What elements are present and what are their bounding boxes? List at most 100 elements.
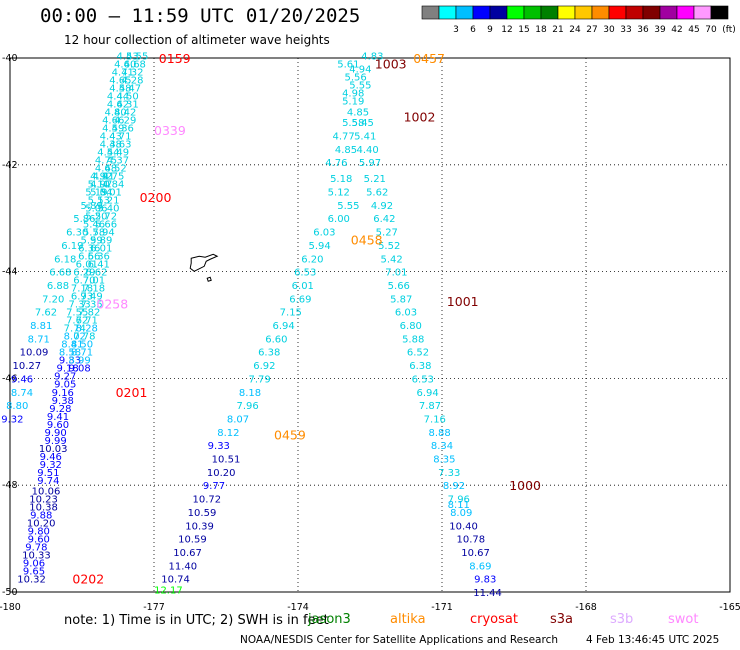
wave-height-value: 4.92 [90, 171, 112, 182]
wave-height-value: 7.33 [438, 468, 460, 479]
wave-height-value: 8.12 [217, 428, 239, 439]
lat-tick-label: -42 [2, 160, 18, 171]
wave-height-value: 7.01 [385, 268, 407, 279]
wave-height-value: 8.58 [59, 348, 81, 359]
wave-height-value: 8.69 [469, 561, 491, 572]
wave-height-value: 10.20 [207, 468, 236, 479]
wave-height-value: 6.88 [47, 281, 69, 292]
wave-height-value: 9.06 [23, 559, 45, 570]
wave-height-value: 6.42 [373, 214, 395, 225]
wave-height-value: 8.50 [71, 340, 93, 351]
pass-time-label: 0159 [159, 51, 191, 66]
wave-height-value: 7.82 [78, 308, 100, 319]
credit-text: NOAA/NESDIS Center for Satellite Applica… [240, 634, 558, 646]
wave-height-value: 11.44 [473, 588, 502, 599]
wave-height-value: 5.87 [390, 294, 412, 305]
wave-height-value: 9.28 [49, 404, 71, 415]
wave-height-value: 9.46 [11, 374, 33, 385]
lon-tick-label: -168 [575, 602, 597, 612]
pass-time-label: 0339 [154, 123, 186, 138]
wave-height-value: 10.40 [449, 521, 478, 532]
wave-height-value: 7.18 [71, 284, 93, 295]
chart-title: 00:00 – 11:59 UTC 01/20/2025 [40, 5, 361, 27]
wave-height-value: 4.38 [100, 139, 122, 150]
colorbar-tick-label: 42 [671, 25, 682, 35]
wave-height-colorbar: 3 6 9 12 15 18 21 24 27 30 33 36 39 42 45 70 (ft) [421, 5, 736, 35]
wave-height-value: 5.45 [352, 118, 374, 129]
wave-height-value: 9.99 [44, 436, 66, 447]
colorbar-tick-label: 39 [654, 25, 666, 35]
satellite-legend-cryosat: cryosat [470, 612, 518, 627]
wave-height-value: 10.32 [17, 575, 46, 586]
wave-height-value: 6.36 [78, 244, 100, 255]
pass-time-label: 0201 [116, 385, 148, 400]
track-c: 4.925.105.19 5.89 5.86 6.30 6.19 6.18 6.68 6.88… [1, 171, 112, 425]
colorbar-bin [710, 5, 729, 20]
wave-height-value: 5.66 [95, 220, 117, 231]
satellite-legend-altika: altika [390, 612, 426, 627]
wave-height-value: 4.58 [109, 83, 131, 94]
wave-height-value: 8.81 [30, 321, 52, 332]
wave-height-value: 6.18 [54, 254, 76, 265]
satellite-legend-swot: swot [668, 612, 699, 627]
wave-height-value: 6.36 [88, 252, 110, 263]
wave-height-value: 8.71 [71, 348, 93, 359]
wave-height-value: 6.52 [407, 348, 429, 359]
wave-height-value: 10.59 [188, 508, 217, 519]
wave-height-value: 10.09 [20, 348, 49, 359]
lat-tick-label: -40 [2, 53, 18, 64]
wave-height-value: 5.94 [92, 228, 114, 239]
wave-height-value: 6.01 [90, 244, 112, 255]
wave-height-value: 5.20 [85, 212, 107, 223]
pass-time-label: 1002 [404, 110, 436, 125]
wave-height-value: 5.42 [380, 254, 402, 265]
wave-height-value: 8.34 [431, 441, 453, 452]
wave-height-value: 10.51 [212, 455, 241, 466]
colorbar-tick-label: 24 [569, 25, 581, 35]
pass-time-label: 0258 [96, 297, 128, 312]
wave-height-value: 9.32 [40, 460, 62, 471]
wave-height-value: 4.54 [97, 147, 119, 158]
wave-height-value: 4.60 [114, 59, 136, 70]
colorbar-tick-label: 45 [688, 25, 699, 35]
wave-height-value: 8.74 [11, 388, 33, 399]
altimeter-map: -180 -177 -174 -171 -168 -165 -40 -42 -44 -46 -48 -… [0, 51, 740, 612]
wave-height-value: 7.71 [76, 316, 98, 327]
wave-height-value: 9.32 [1, 414, 23, 425]
track-b: 4.554.684.324.284.474.504.314.424.294.36… [68, 51, 148, 374]
wave-height-value: 4.29 [114, 115, 136, 126]
wave-height-value: 5.61 [337, 59, 359, 70]
wave-height-value: 6.93 [71, 292, 93, 303]
wave-height-value: 8.88 [428, 428, 450, 439]
wave-height-value: 7.78 [73, 332, 95, 343]
pass-time-label: 1000 [509, 478, 541, 493]
wave-height-value: 5.72 [95, 212, 117, 223]
wave-height-value: 9.90 [44, 428, 66, 439]
wave-height-value: 5.56 [344, 73, 366, 84]
wave-height-value: 4.98 [342, 89, 364, 100]
wave-height-value: 10.03 [39, 444, 68, 455]
wave-height-value: 5.27 [376, 228, 398, 239]
wave-height-value: 8.18 [239, 388, 261, 399]
wave-height-value: 7.62 [35, 308, 57, 319]
wave-height-value: 8.02 [64, 332, 86, 343]
lon-tick-label: -177 [143, 602, 165, 612]
wave-height-value: 5.04 [90, 188, 112, 199]
wave-height-value: 10.67 [461, 548, 490, 559]
wave-height-value: 4.75 [102, 171, 124, 182]
wave-height-value: 9.27 [54, 372, 76, 383]
wave-height-value: 4.97 [90, 179, 112, 190]
wave-height-value: 6.20 [301, 254, 323, 265]
wave-height-value: 5.46 [83, 220, 105, 231]
wave-height-value: 11.40 [168, 561, 197, 572]
track-a: 4.534.604.714.654.584.444.624.804.664.59… [17, 51, 138, 585]
wave-height-value: 4.44 [107, 91, 129, 102]
wave-height-value: 9.16 [52, 388, 74, 399]
wave-height-value: 4.83 [361, 51, 383, 62]
wave-height-value: 6.30 [66, 228, 88, 239]
wave-height-value: 10.39 [185, 521, 214, 532]
colorbar-tick-label: 18 [535, 25, 547, 35]
wave-height-value: 5.97 [359, 158, 381, 169]
lat-tick-label: -50 [2, 587, 18, 598]
pass-time-label: 1001 [447, 294, 479, 309]
